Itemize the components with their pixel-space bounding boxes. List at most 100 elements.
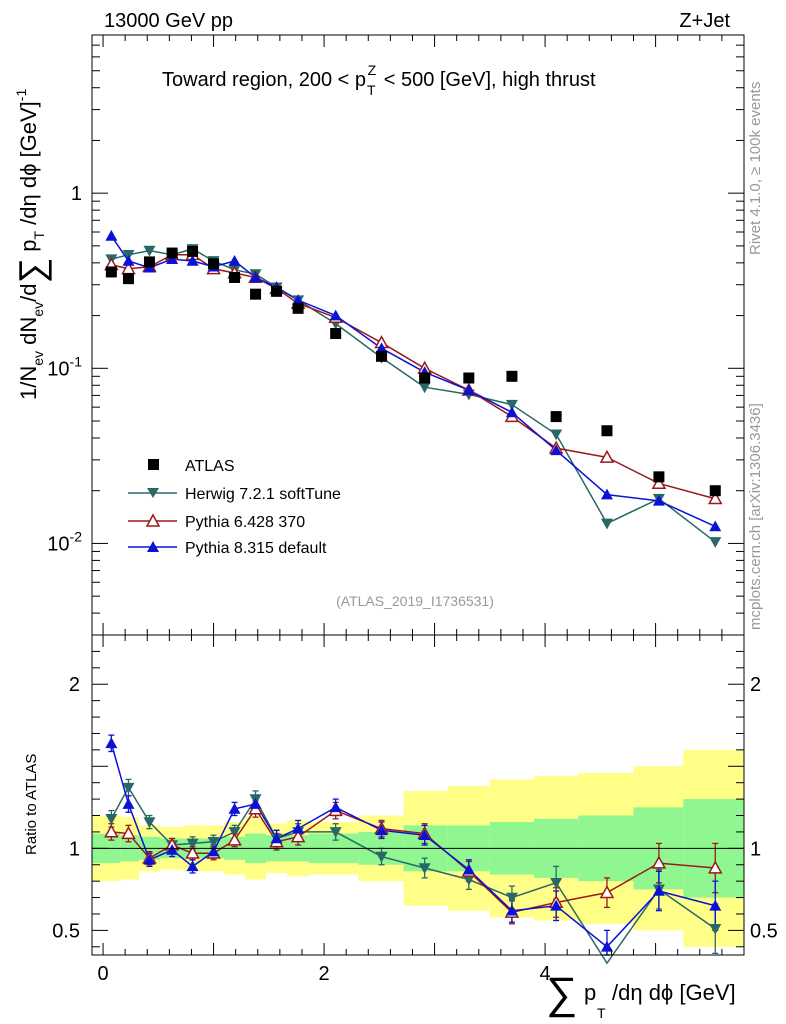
ratio-point-pythia8	[143, 853, 156, 865]
y-tick-label: 1	[71, 183, 82, 205]
ratio-point-herwig	[462, 874, 475, 886]
main-line-pythia8	[110, 235, 716, 528]
ratio-point-pythia8	[122, 798, 135, 809]
main-point-atlas	[105, 266, 117, 278]
main-point-atlas	[187, 245, 199, 257]
ratio-point-pythia8	[270, 832, 283, 844]
y-tick-label: 10-1	[47, 353, 82, 380]
legend-label-atlas: ATLAS	[185, 458, 235, 475]
main-point-atlas	[229, 271, 241, 283]
main-point-atlas	[419, 372, 431, 384]
ratio-point-pythia8	[375, 824, 388, 836]
main-point-pythia8	[375, 342, 388, 354]
x-axis-title: ∑ p T /dη dϕ [GeV]	[546, 969, 736, 1021]
ratio-point-pythia8	[207, 845, 220, 857]
main-point-atlas	[122, 273, 134, 285]
ratio-tick-label-right: 0.5	[750, 920, 778, 942]
main-point-pythia6	[651, 475, 667, 490]
main-point-herwig	[709, 537, 722, 548]
x-tick-label: 4	[540, 963, 551, 985]
ratio-point-herwig	[186, 838, 199, 850]
main-point-pythia6	[707, 491, 723, 505]
main-point-atlas	[250, 288, 262, 300]
ratio-point-pythia8	[462, 863, 475, 875]
main-point-pythia8	[550, 444, 563, 456]
main-point-pythia8	[122, 254, 135, 266]
main-point-atlas	[143, 256, 155, 268]
main-point-atlas	[271, 285, 283, 297]
legend-marker-herwig	[147, 488, 159, 498]
ratio-axis-title: Ratio to ATLAS	[23, 754, 40, 855]
legend-label-herwig: Herwig 7.2.1 softTune	[185, 486, 341, 503]
main-point-pythia8	[105, 229, 118, 241]
ratio-point-pythia8	[228, 802, 241, 814]
ratio-tick-label-right: 2	[750, 674, 761, 696]
ratio-point-pythia6	[121, 826, 136, 840]
svg-text:/dη dϕ [GeV]: /dη dϕ [GeV]	[612, 980, 736, 1005]
ratio-point-herwig	[122, 782, 135, 794]
ratio-point-herwig	[709, 923, 722, 935]
ratio-plot-frame	[91, 634, 745, 956]
ratio-point-pythia8	[709, 899, 722, 911]
ratio-point-pythia8	[186, 860, 199, 872]
main-point-pythia8	[329, 309, 342, 321]
ratio-point-herwig	[329, 827, 342, 838]
mcplots-source-label: mcplots.cern.ch [arXiv:1306.3436]	[747, 403, 764, 630]
ratio-point-pythia6	[104, 824, 119, 838]
main-point-atlas	[550, 411, 562, 423]
ratio-point-herwig	[105, 813, 118, 825]
ratio-point-pythia6	[227, 832, 242, 846]
analysis-tag: (ATLAS_2019_I1736531)	[336, 593, 494, 609]
main-point-pythia8	[249, 271, 262, 283]
ratio-point-pythia6	[599, 885, 615, 899]
plot-title: Toward region, 200 < pTZ < 500 [GeV], hi…	[162, 62, 596, 98]
ratio-point-herwig	[550, 877, 563, 889]
process-label: Z+Jet	[679, 10, 730, 32]
main-point-atlas	[292, 302, 304, 314]
ratio-point-herwig	[143, 817, 156, 829]
ratio-point-pythia8	[418, 829, 431, 841]
axis-ticks	[92, 34, 745, 955]
y-tick-exponent: -2	[70, 528, 83, 544]
main-point-atlas	[330, 328, 342, 340]
ratio-point-pythia8	[166, 843, 179, 855]
main-point-atlas	[653, 471, 665, 483]
legend-label-pythia8: Pythia 8.315 default	[185, 540, 327, 557]
main-point-atlas	[601, 425, 613, 437]
svg-text:p: p	[584, 980, 596, 1005]
data-points	[104, 229, 723, 952]
ratio-point-pythia8	[329, 801, 342, 813]
main-point-atlas	[506, 370, 518, 382]
ratio-tick-label-left: 1	[69, 838, 80, 860]
ratio-point-pythia8	[105, 737, 118, 749]
legend: ATLAS Herwig 7.2.1 softTune Pythia 6.428…	[128, 458, 341, 557]
main-point-atlas	[208, 258, 220, 270]
main-point-pythia8	[709, 520, 722, 532]
collision-energy-label: 13000 GeV pp	[104, 10, 233, 32]
plot-frames	[91, 34, 745, 956]
main-point-pythia8	[600, 488, 613, 500]
main-point-atlas	[166, 247, 178, 259]
ratio-point-herwig	[207, 836, 220, 848]
ratio-tick-label-left: 2	[69, 674, 80, 696]
main-point-atlas	[709, 485, 721, 497]
main-point-herwig	[505, 399, 518, 411]
ratio-point-pythia8	[550, 899, 563, 911]
legend-label-pythia6: Pythia 6.428 370	[185, 514, 305, 531]
main-point-atlas	[463, 372, 475, 384]
main-point-pythia8	[652, 494, 665, 506]
ratio-point-pythia8	[652, 885, 665, 896]
y-axis-title: 1/Nev dNev/d∑ pT /dη dϕ [GeV]-1	[11, 89, 52, 400]
ratio-point-pythia6	[707, 860, 723, 874]
ratio-point-pythia6	[651, 855, 667, 869]
main-point-pythia8	[228, 254, 241, 266]
svg-text:T: T	[597, 1005, 606, 1021]
ratio-point-pythia6	[185, 845, 200, 859]
ratio-point-herwig	[418, 863, 431, 875]
main-point-herwig	[600, 518, 613, 530]
main-point-pythia6	[599, 449, 615, 463]
legend-marker-atlas	[148, 459, 159, 470]
x-tick-label: 0	[97, 963, 108, 985]
x-tick-label: 2	[319, 963, 330, 985]
